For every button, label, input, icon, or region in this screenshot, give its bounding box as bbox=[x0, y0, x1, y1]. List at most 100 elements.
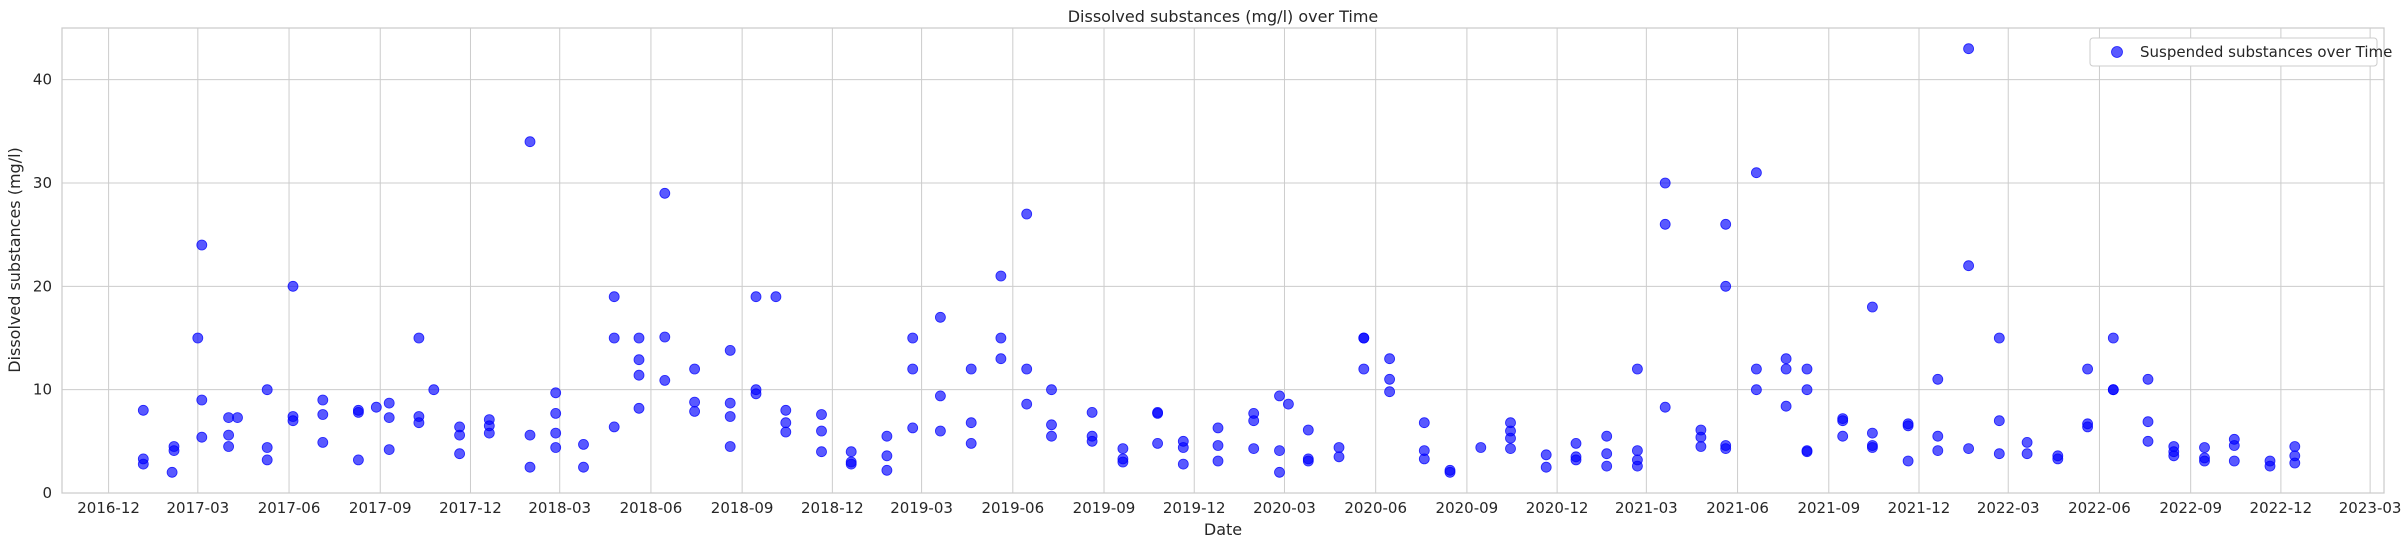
data-point bbox=[196, 239, 208, 251]
data-point bbox=[2264, 460, 2276, 472]
y-tick-label: 40 bbox=[33, 71, 52, 89]
data-point bbox=[168, 445, 180, 457]
data-point bbox=[1932, 430, 1944, 442]
y-tick-label: 30 bbox=[33, 174, 52, 192]
data-point bbox=[196, 431, 208, 443]
data-point bbox=[383, 397, 395, 409]
data-point bbox=[1152, 437, 1163, 449]
data-point bbox=[1212, 422, 1224, 434]
data-point bbox=[1540, 449, 1552, 461]
data-point bbox=[1993, 448, 2005, 460]
data-point bbox=[780, 426, 792, 438]
data-point bbox=[2228, 440, 2240, 451]
y-tick-label: 20 bbox=[33, 277, 52, 295]
data-point bbox=[2052, 453, 2064, 465]
data-point bbox=[689, 405, 700, 417]
data-point bbox=[1540, 461, 1552, 473]
data-point bbox=[196, 394, 208, 406]
data-point bbox=[780, 417, 792, 429]
y-tick-labels: 0 10 20 30 40 bbox=[33, 71, 52, 502]
data-point bbox=[454, 429, 466, 441]
data-point bbox=[1751, 384, 1762, 396]
data-point bbox=[1475, 442, 1487, 453]
data-point bbox=[1248, 443, 1260, 455]
data-point bbox=[1283, 398, 1294, 410]
data-point bbox=[689, 363, 700, 375]
legend: Suspended substances over Time bbox=[2089, 37, 2392, 67]
data-point bbox=[317, 436, 329, 448]
data-point bbox=[483, 427, 495, 439]
data-point bbox=[750, 388, 762, 400]
data-point bbox=[1801, 363, 1813, 375]
data-point bbox=[633, 369, 645, 381]
data-point bbox=[413, 417, 425, 429]
data-point bbox=[633, 332, 645, 344]
data-point bbox=[1021, 398, 1033, 410]
data-point bbox=[261, 442, 273, 453]
data-point bbox=[1632, 460, 1643, 472]
data-point bbox=[2082, 363, 2094, 375]
data-point bbox=[550, 442, 562, 453]
x-tick-label: 2020-12 bbox=[1526, 499, 1589, 517]
data-point bbox=[1963, 43, 1974, 55]
data-point bbox=[2199, 442, 2210, 453]
legend-marker bbox=[2111, 46, 2123, 58]
data-point bbox=[1302, 424, 1314, 436]
data-points bbox=[137, 43, 2301, 478]
data-point bbox=[1333, 442, 1345, 453]
data-point bbox=[383, 444, 395, 456]
data-point bbox=[352, 454, 364, 466]
x-tick-label: 2019-09 bbox=[1073, 499, 1136, 517]
data-point bbox=[1902, 420, 1914, 432]
data-point bbox=[352, 406, 364, 418]
data-point bbox=[1902, 455, 1914, 467]
data-point bbox=[881, 464, 893, 476]
legend-box bbox=[2089, 37, 2378, 67]
data-point bbox=[1384, 386, 1395, 398]
data-point bbox=[287, 415, 299, 427]
data-point bbox=[1963, 260, 1974, 272]
grid bbox=[62, 28, 2384, 494]
x-tick-label: 2022-12 bbox=[2250, 499, 2313, 517]
data-point bbox=[192, 332, 204, 344]
data-point bbox=[1993, 415, 2005, 427]
data-point bbox=[454, 448, 466, 460]
data-point bbox=[1046, 419, 1057, 431]
data-point bbox=[1152, 407, 1163, 419]
data-point bbox=[1632, 363, 1643, 375]
data-point bbox=[1993, 332, 2005, 344]
data-point bbox=[750, 291, 762, 303]
x-tick-label: 2020-03 bbox=[1253, 499, 1316, 517]
data-point bbox=[1801, 446, 1813, 458]
plot-frame bbox=[61, 27, 2385, 494]
x-tick-label: 2018-06 bbox=[620, 499, 683, 517]
data-point bbox=[1632, 445, 1643, 457]
data-point bbox=[2289, 457, 2301, 469]
data-point bbox=[633, 402, 645, 414]
data-point bbox=[428, 384, 440, 396]
data-point bbox=[1274, 445, 1285, 457]
data-point bbox=[1177, 458, 1189, 470]
data-point bbox=[317, 409, 329, 420]
data-point bbox=[261, 454, 273, 466]
data-point bbox=[2021, 436, 2033, 448]
data-point bbox=[1333, 451, 1345, 463]
data-point bbox=[659, 187, 671, 199]
data-point bbox=[816, 446, 827, 458]
data-point bbox=[845, 446, 857, 458]
x-tick-label: 2019-12 bbox=[1163, 499, 1226, 517]
data-point bbox=[608, 291, 620, 303]
data-point bbox=[1751, 167, 1762, 179]
data-point bbox=[1751, 363, 1762, 375]
data-point bbox=[1659, 218, 1671, 230]
data-point bbox=[1046, 430, 1057, 442]
data-point bbox=[907, 422, 919, 434]
data-point bbox=[1601, 430, 1613, 442]
data-point bbox=[1117, 443, 1129, 455]
data-point bbox=[724, 411, 736, 422]
data-point bbox=[1601, 460, 1613, 472]
data-point bbox=[633, 354, 645, 366]
data-point bbox=[1867, 301, 1878, 313]
data-point bbox=[881, 450, 893, 462]
x-tick-label: 2018-12 bbox=[801, 499, 864, 517]
